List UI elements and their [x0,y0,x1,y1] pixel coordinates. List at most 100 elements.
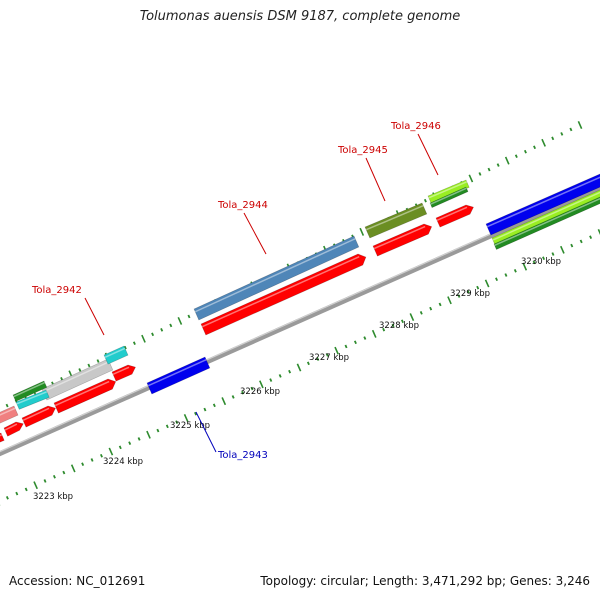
gene-label: Tola_2944 [217,200,268,211]
gene-cyan-block [103,345,129,365]
outer-tick [187,314,191,319]
outer-tick [523,149,527,154]
inner-tick [278,374,282,378]
inner-tick [203,407,207,412]
inner-tick [391,323,395,328]
gene-lime-right [491,189,600,247]
outer-tick [169,323,173,328]
inner-tick [156,428,160,433]
scale-label: 3229 kbp [450,289,490,299]
outer-tick [60,377,64,381]
cds-block-shine [373,225,426,250]
inner-tick [316,357,320,361]
outer-tick [551,136,555,141]
gene-label: Tola_2945 [337,145,388,156]
outer-tick [151,332,155,337]
gene-label-leader [243,212,267,255]
cds-block [200,253,367,336]
gene-green-right [493,196,600,250]
inner-tick [269,378,273,382]
inner-tick [194,411,197,416]
outer-tick [123,345,127,350]
gene-pink-left [0,405,19,424]
inner-tick [15,491,19,496]
inner-tick [24,487,28,492]
inner-tick [146,430,151,439]
gene-tola-2943-block-shine [147,359,207,387]
outer-tick [132,341,136,346]
inner-tick [241,390,245,395]
inner-tick [259,380,264,389]
gene-label-leader [417,133,439,176]
outer-tick [359,227,365,236]
inner-tick [560,245,565,254]
outer-tick [541,138,546,147]
outer-tick [569,127,573,132]
cds-block [111,364,136,382]
inner-tick [579,239,583,244]
gene-green-left-shine [13,381,46,398]
inner-tick [589,235,593,240]
outer-tick [78,368,82,372]
inner-tick [457,294,461,298]
gene-labels: Tola_2942 Tola_2943 Tola_2944 Tola_2945 Tola… [31,121,441,461]
gene-cyan-left [15,389,50,410]
inner-tick [165,424,169,429]
inner-tick [183,413,189,422]
inner-tick [344,344,348,349]
inner-tick [62,470,66,475]
inner-tick [118,445,122,450]
outer-tick [496,163,500,167]
gene-tola-2943-block [146,356,211,395]
gene-blue-right [485,173,600,236]
inner-tick [5,495,9,500]
inner-tick-ring [0,229,600,506]
gene-tola-2946-sub-shine [430,187,467,205]
cds-block-shine [54,380,110,407]
inner-tick [325,353,329,357]
gene-tola-2945-block-shine [365,205,424,231]
gene-label-leader [195,411,217,453]
scale-label: 3228 kbp [379,321,419,331]
cds-block [3,421,24,437]
cds-block [372,223,433,257]
cds-block-shine [22,407,50,421]
cds-block [53,378,117,414]
inner-tick [108,447,114,456]
gene-tola-2944-block-shine [194,238,356,313]
outer-tick [577,121,583,129]
inner-tick [306,361,310,366]
outer-tick [478,172,482,176]
genome-summary: Topology: circular; Length: 3,471,292 bp… [260,574,590,588]
map-title: Tolumonas auensis DSM 9187, complete gen… [139,9,461,24]
inner-tick [513,269,517,273]
inner-tick [128,441,132,445]
inner-tick [33,481,38,490]
outer-tick [504,156,510,165]
feature-tracks [0,173,600,443]
outer-tick [96,359,100,363]
inner-tick [438,302,442,307]
inner-tick [288,369,292,374]
inner-tick [447,296,452,305]
outer-tick [533,145,536,150]
inner-tick [221,397,227,406]
cds-block-shine [201,256,360,328]
scale-labels: 3223 kbp 3224 kbp 3225 kbp 3226 kbp 3227 kbp… [33,257,561,502]
inner-tick [231,395,235,399]
inner-tick [296,363,302,372]
gene-tola-2946-block [427,179,470,204]
inner-tick [70,464,76,473]
inner-tick [476,285,480,290]
inner-tick [43,479,47,483]
scale-label: 3224 kbp [103,457,143,467]
cds-block [435,204,474,228]
inner-tick [371,329,377,338]
inner-tick [409,313,415,322]
gene-label: Tola_2946 [390,121,441,132]
gene-pink-left-shine [0,407,16,416]
outer-tick [560,132,564,136]
gene-label-leader [365,157,386,202]
inner-tick [175,420,179,424]
